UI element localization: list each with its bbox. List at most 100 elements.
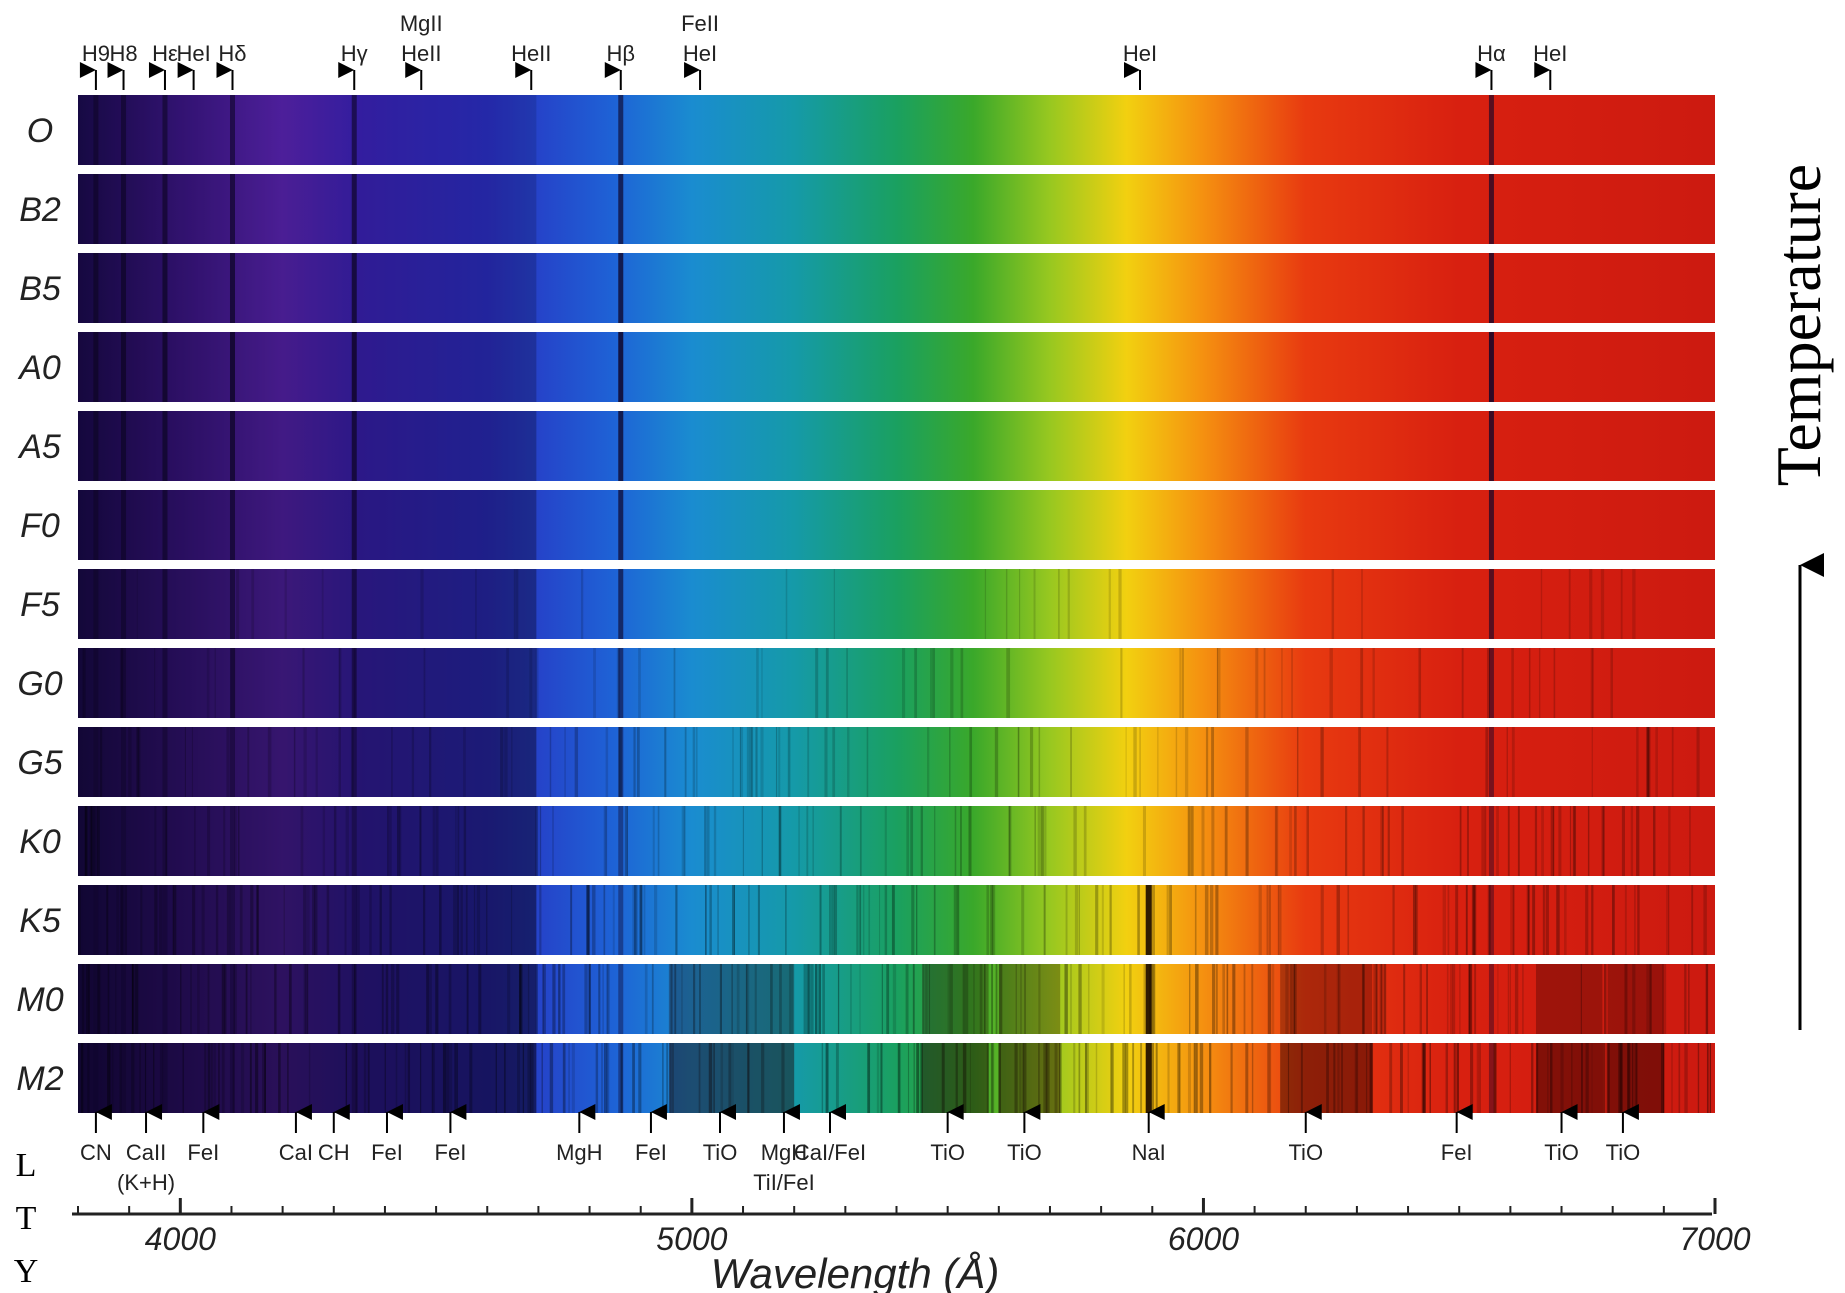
tio-band	[1607, 1043, 1664, 1113]
absorption-line	[1129, 964, 1132, 1034]
absorption-line	[1007, 648, 1011, 718]
absorption-line	[1276, 806, 1279, 876]
line-label: HeI	[1123, 41, 1157, 66]
absorption-line	[1647, 727, 1651, 797]
absorption-line	[636, 727, 640, 797]
absorption-line	[278, 1043, 281, 1113]
absorption-line	[1560, 1043, 1564, 1113]
absorption-line	[162, 648, 168, 718]
spectral-class-label: A5	[17, 428, 61, 466]
absorption-line	[131, 964, 135, 1034]
absorption-line	[522, 1043, 525, 1113]
absorption-line	[302, 648, 305, 718]
line-label-lower: TiI/FeI	[753, 1170, 815, 1195]
absorption-line	[321, 569, 324, 639]
absorption-line	[1195, 1043, 1198, 1113]
absorption-line	[956, 1043, 958, 1113]
spectrum-band	[78, 490, 1715, 560]
absorption-line	[314, 885, 318, 955]
side-letter: L	[16, 1147, 37, 1184]
absorption-line	[517, 1043, 521, 1113]
absorption-line	[778, 806, 782, 876]
absorption-line	[1655, 727, 1658, 797]
spectrum-strip-g0	[78, 648, 1715, 718]
blue-end-shade	[78, 253, 537, 323]
absorption-line	[355, 1043, 358, 1113]
absorption-line	[306, 885, 310, 955]
absorption-line	[182, 1043, 184, 1113]
absorption-line	[1534, 806, 1537, 876]
absorption-line	[926, 727, 930, 797]
tio-band	[1280, 964, 1373, 1034]
absorption-line	[351, 332, 357, 402]
absorption-line	[638, 1043, 641, 1113]
absorption-line	[411, 727, 415, 797]
absorption-line	[651, 964, 654, 1034]
absorption-line	[732, 885, 735, 955]
absorption-line	[1536, 1043, 1539, 1113]
absorption-line	[162, 885, 168, 955]
line-label: Hα	[1477, 41, 1506, 66]
absorption-line	[1166, 885, 1169, 955]
absorption-line	[1169, 885, 1172, 955]
absorption-line	[1671, 1043, 1673, 1113]
absorption-line	[1078, 885, 1080, 955]
absorption-line	[604, 1043, 607, 1113]
line-label: Hγ	[341, 41, 368, 66]
absorption-line	[692, 727, 696, 797]
absorption-line	[705, 885, 707, 955]
absorption-line	[81, 964, 85, 1034]
absorption-line	[466, 964, 469, 1034]
absorption-line	[941, 1043, 945, 1113]
absorption-line	[86, 964, 88, 1034]
absorption-line	[598, 964, 601, 1034]
absorption-line	[644, 964, 648, 1034]
absorption-line	[673, 648, 676, 718]
absorption-line	[475, 569, 477, 639]
absorption-line	[719, 964, 722, 1034]
absorption-line	[1337, 1043, 1340, 1113]
absorption-line	[1456, 1043, 1459, 1113]
absorption-line	[245, 964, 248, 1034]
absorption-line	[154, 885, 158, 955]
absorption-line	[519, 964, 523, 1034]
absorption-line	[821, 1043, 824, 1113]
absorption-line	[906, 806, 910, 876]
absorption-line	[1446, 964, 1449, 1034]
absorption-line	[419, 806, 422, 876]
top-line-marker: HeI FeII	[681, 11, 719, 90]
absorption-line	[353, 648, 356, 718]
absorption-line	[1029, 727, 1034, 797]
absorption-line	[112, 1043, 114, 1113]
absorption-line	[345, 806, 349, 876]
absorption-line	[742, 806, 744, 876]
absorption-line	[90, 806, 94, 876]
absorption-line	[1620, 1043, 1623, 1113]
absorption-line	[618, 95, 624, 165]
absorption-line	[541, 1043, 543, 1113]
absorption-line	[998, 1043, 1002, 1113]
absorption-line	[693, 964, 696, 1034]
line-label: Hβ	[606, 41, 635, 66]
absorption-line	[618, 253, 624, 323]
absorption-line	[1668, 806, 1671, 876]
absorption-line	[162, 95, 168, 165]
absorption-line	[1224, 806, 1228, 876]
absorption-line	[562, 964, 566, 1034]
blue-end-shade	[78, 1043, 537, 1113]
absorption-line	[1017, 727, 1020, 797]
absorption-line	[618, 569, 624, 639]
absorption-line	[770, 964, 773, 1034]
absorption-line	[1005, 569, 1008, 639]
tio-band	[1535, 964, 1603, 1034]
absorption-line	[859, 806, 862, 876]
absorption-line	[1531, 1043, 1534, 1113]
absorption-line	[136, 569, 138, 639]
absorption-line	[933, 885, 936, 955]
absorption-line	[810, 964, 814, 1034]
absorption-line	[624, 806, 629, 876]
absorption-line	[1067, 569, 1070, 639]
absorption-line	[351, 174, 357, 244]
absorption-line	[969, 1043, 972, 1113]
absorption-line	[1038, 964, 1041, 1034]
